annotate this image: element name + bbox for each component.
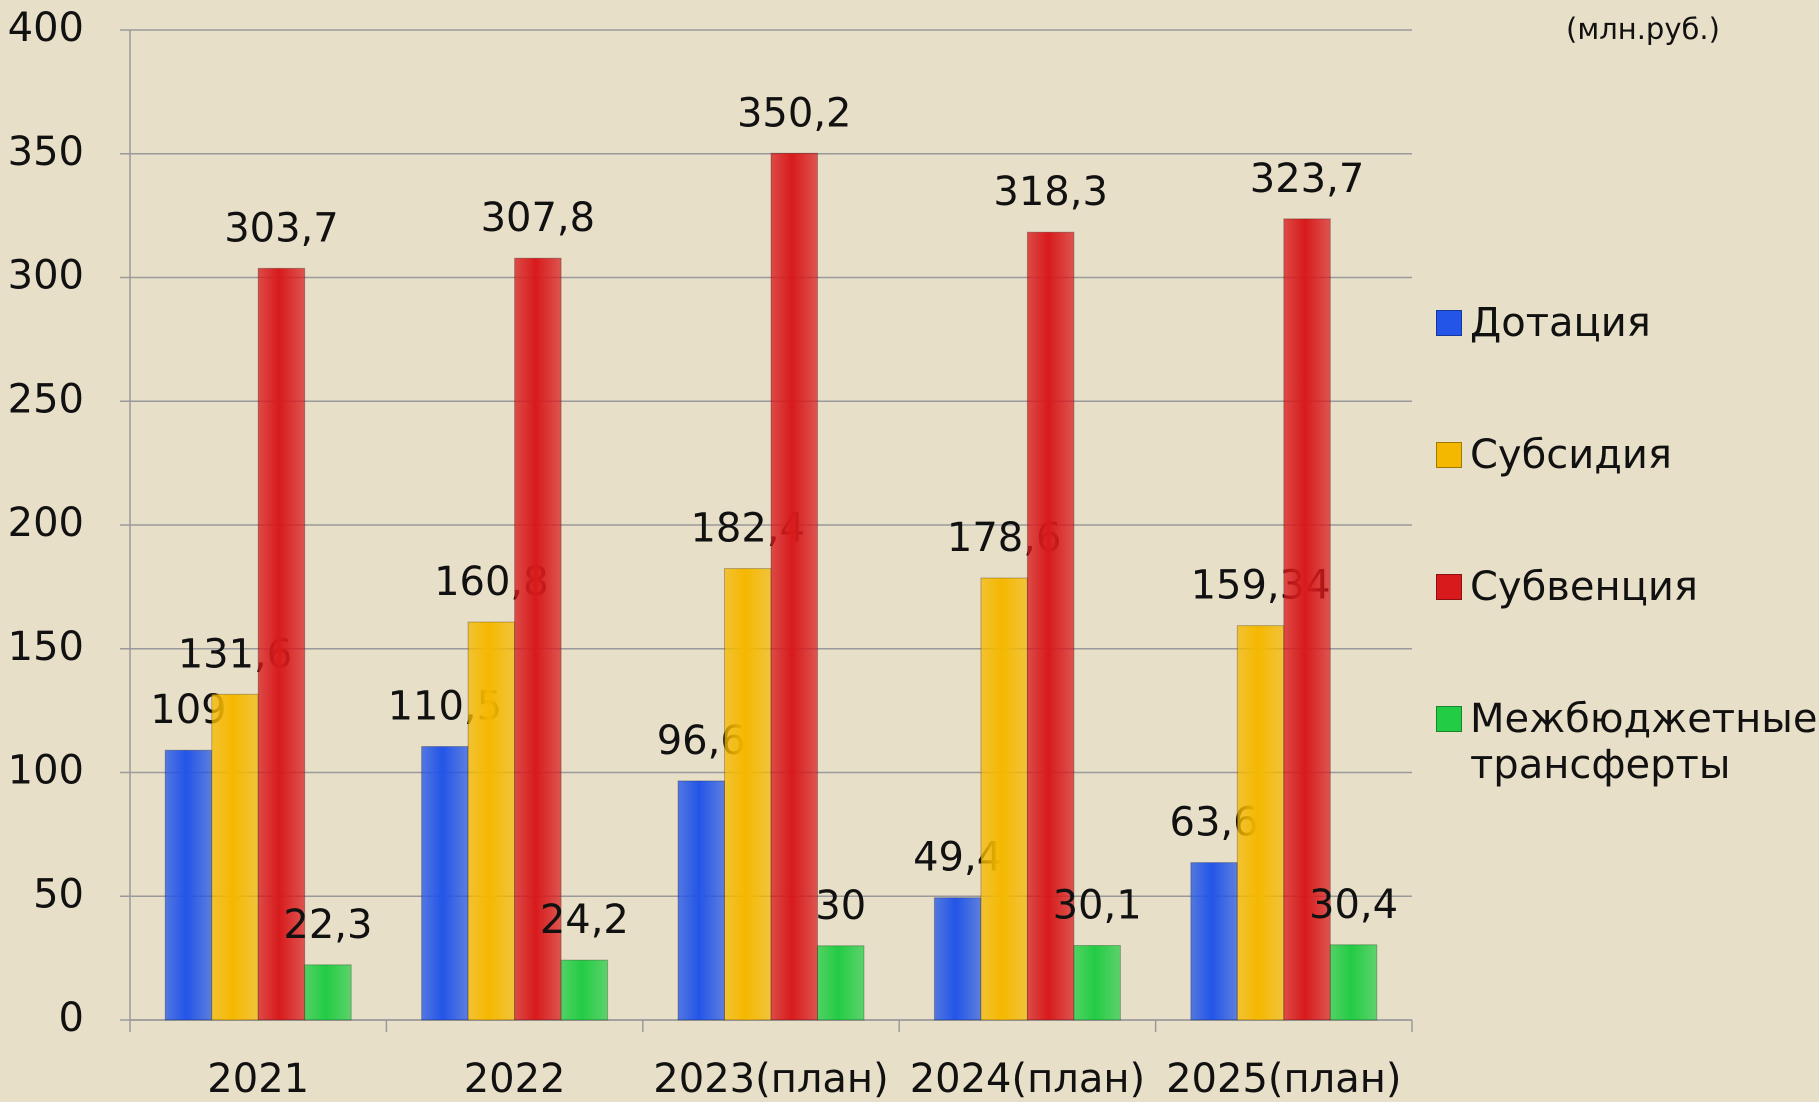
bar bbox=[980, 577, 1028, 1021]
y-tick-label: 200 bbox=[8, 500, 84, 546]
y-tick-label: 100 bbox=[8, 748, 84, 794]
bar bbox=[770, 152, 818, 1021]
x-tick-label: 2021 bbox=[207, 1056, 309, 1102]
value-label: 350,2 bbox=[737, 90, 852, 136]
value-label: 303,7 bbox=[224, 205, 339, 251]
legend-label: Субсидия bbox=[1470, 432, 1672, 478]
bar bbox=[933, 897, 982, 1021]
legend-item: Субсидия bbox=[1436, 432, 1816, 564]
bar bbox=[560, 959, 609, 1021]
bar bbox=[257, 267, 306, 1021]
value-label: 30,1 bbox=[1053, 883, 1142, 929]
value-label: 22,3 bbox=[283, 902, 372, 948]
bar bbox=[817, 945, 865, 1021]
legend-swatch bbox=[1436, 574, 1462, 600]
bar bbox=[467, 621, 516, 1021]
bar bbox=[1329, 944, 1378, 1021]
value-label: 318,3 bbox=[993, 169, 1108, 215]
unit-label: (млн.руб.) bbox=[1566, 12, 1720, 46]
bar bbox=[1026, 231, 1075, 1021]
bar bbox=[1190, 862, 1238, 1021]
legend-swatch bbox=[1436, 310, 1462, 336]
y-tick-label: 400 bbox=[8, 5, 84, 51]
bar bbox=[677, 780, 725, 1021]
bar bbox=[1283, 218, 1331, 1021]
y-tick-label: 300 bbox=[8, 253, 84, 299]
x-tick-label: 2025(план) bbox=[1166, 1056, 1401, 1102]
y-tick-label: 0 bbox=[59, 995, 84, 1041]
legend-label: Дотация bbox=[1470, 300, 1651, 346]
bar bbox=[1236, 625, 1285, 1021]
bar bbox=[1073, 945, 1121, 1021]
bar bbox=[514, 257, 562, 1021]
bar bbox=[421, 746, 469, 1021]
legend-label: Субвенция bbox=[1470, 564, 1698, 610]
value-label: 30,4 bbox=[1309, 882, 1398, 928]
bar bbox=[211, 693, 259, 1021]
value-label: 323,7 bbox=[1250, 156, 1365, 202]
x-tick-label: 2023(план) bbox=[653, 1056, 888, 1102]
legend-item: Дотация bbox=[1436, 300, 1816, 432]
bar bbox=[724, 568, 772, 1021]
value-label: 307,8 bbox=[481, 195, 596, 241]
x-tick-label: 2022 bbox=[464, 1056, 566, 1102]
value-label: 24,2 bbox=[540, 897, 629, 943]
y-tick-label: 250 bbox=[8, 376, 84, 422]
legend-item: Субвенция bbox=[1436, 564, 1816, 696]
legend-swatch bbox=[1436, 442, 1462, 468]
bar bbox=[164, 749, 213, 1021]
bar bbox=[304, 964, 352, 1021]
y-tick-label: 50 bbox=[33, 871, 84, 917]
legend-swatch bbox=[1436, 706, 1462, 732]
y-tick-label: 350 bbox=[8, 129, 84, 175]
legend: Дотация Субсидия Субвенция Межбюджетные тра… bbox=[1436, 300, 1818, 828]
y-tick-label: 150 bbox=[8, 624, 84, 670]
x-tick-label: 2024(план) bbox=[910, 1056, 1145, 1102]
legend-item: Межбюджетные трансферты bbox=[1436, 696, 1818, 828]
legend-label: Межбюджетные трансферты bbox=[1470, 696, 1818, 788]
value-label: 30 bbox=[815, 883, 866, 929]
